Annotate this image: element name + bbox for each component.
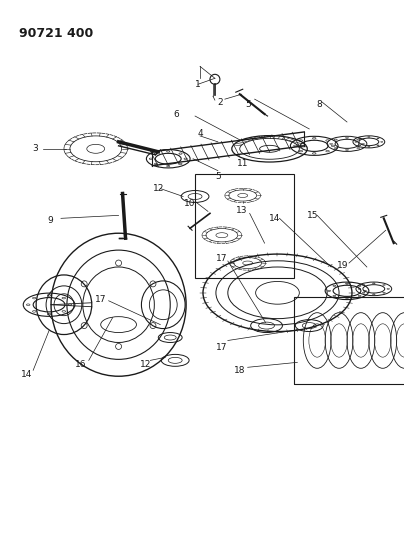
Text: 2: 2 bbox=[217, 98, 223, 107]
Text: 18: 18 bbox=[234, 366, 245, 375]
Text: 12: 12 bbox=[153, 184, 164, 193]
Text: 15: 15 bbox=[307, 211, 318, 220]
Text: 10: 10 bbox=[184, 199, 196, 208]
Text: 14: 14 bbox=[21, 370, 32, 379]
Text: 5: 5 bbox=[215, 172, 221, 181]
Text: 17: 17 bbox=[216, 254, 228, 263]
Bar bbox=[195, 174, 294, 278]
Text: 13: 13 bbox=[236, 206, 247, 215]
Text: 19: 19 bbox=[337, 261, 349, 270]
Bar bbox=[294, 297, 405, 384]
Text: 11: 11 bbox=[237, 159, 249, 168]
Text: 16: 16 bbox=[75, 360, 87, 369]
Text: 17: 17 bbox=[95, 295, 107, 304]
Text: 9: 9 bbox=[47, 216, 53, 225]
Text: 6: 6 bbox=[173, 110, 179, 118]
Text: 90721 400: 90721 400 bbox=[19, 27, 94, 39]
Text: 17: 17 bbox=[216, 343, 228, 352]
Text: 8: 8 bbox=[316, 100, 322, 109]
Text: 3: 3 bbox=[32, 144, 38, 154]
Text: 14: 14 bbox=[269, 214, 280, 223]
Text: 1: 1 bbox=[195, 80, 201, 89]
Text: 12: 12 bbox=[140, 360, 151, 369]
Text: 4: 4 bbox=[197, 130, 203, 139]
Text: 5: 5 bbox=[245, 100, 251, 109]
